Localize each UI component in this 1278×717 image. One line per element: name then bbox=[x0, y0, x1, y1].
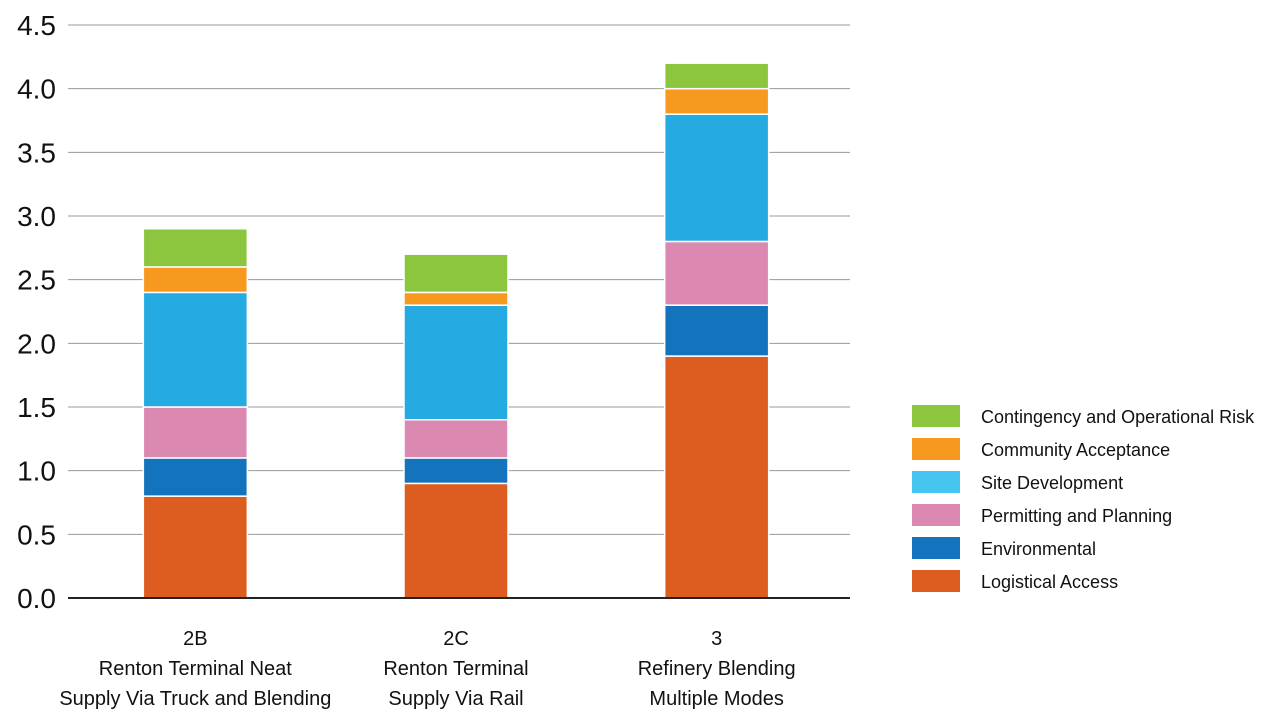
legend-swatch bbox=[912, 405, 960, 427]
bar-segment bbox=[403, 482, 509, 599]
legend-label: Site Development bbox=[981, 473, 1123, 493]
x-category-label: Supply Via Rail bbox=[388, 688, 523, 710]
bar-segment bbox=[142, 457, 249, 497]
bar-segment bbox=[142, 495, 249, 599]
bar-segment bbox=[142, 227, 249, 268]
bars bbox=[142, 62, 770, 599]
legend-swatch bbox=[912, 471, 960, 493]
bar-segment bbox=[142, 266, 249, 294]
legend-label: Community Acceptance bbox=[981, 440, 1170, 460]
bar-segment bbox=[403, 304, 509, 421]
bar-segment bbox=[142, 406, 249, 459]
x-category-label: Renton Terminal bbox=[383, 658, 528, 680]
legend-swatch bbox=[912, 504, 960, 526]
y-tick-label: 2.0 bbox=[17, 328, 56, 359]
legend-label: Permitting and Planning bbox=[981, 506, 1172, 526]
x-category-label: Refinery Blending bbox=[638, 658, 796, 680]
bar-segment bbox=[663, 113, 770, 243]
bar-segment bbox=[663, 240, 770, 306]
legend-swatch bbox=[912, 537, 960, 559]
y-tick-label: 1.5 bbox=[17, 392, 56, 423]
bar-segment bbox=[142, 291, 249, 408]
legend-swatch bbox=[912, 570, 960, 592]
bar-segment bbox=[663, 304, 770, 357]
legend-swatch bbox=[912, 438, 960, 460]
y-tick-label: 0.0 bbox=[17, 583, 56, 614]
y-tick-label: 3.5 bbox=[17, 137, 56, 168]
legend: Contingency and Operational Risk Communit… bbox=[912, 405, 1255, 592]
bar-segment bbox=[663, 355, 770, 599]
y-tick-label: 4.5 bbox=[17, 10, 56, 41]
legend-label: Environmental bbox=[981, 539, 1096, 559]
x-category-label: 2B bbox=[183, 628, 207, 650]
bar-segment bbox=[403, 418, 509, 459]
x-category-label: Multiple Modes bbox=[649, 688, 784, 710]
bar-segment bbox=[403, 457, 509, 485]
y-tick-label: 4.0 bbox=[17, 74, 56, 105]
x-category-label: Supply Via Truck and Blending bbox=[59, 688, 331, 710]
y-tick-label: 2.5 bbox=[17, 265, 56, 296]
y-tick-label: 3.0 bbox=[17, 201, 56, 232]
y-tick-label: 0.5 bbox=[17, 519, 56, 550]
y-tick-label: 1.0 bbox=[17, 456, 56, 487]
bar-segment bbox=[663, 62, 770, 90]
x-category-label: 2C bbox=[443, 628, 469, 650]
x-category-label: Renton Terminal Neat bbox=[99, 658, 293, 680]
legend-label: Logistical Access bbox=[981, 572, 1118, 592]
x-axis-category-labels: 2B Renton Terminal Neat Supply Via Truck a… bbox=[59, 628, 795, 710]
bar-segment bbox=[663, 87, 770, 115]
legend-label: Contingency and Operational Risk bbox=[981, 407, 1255, 427]
y-axis-ticks: 0.0 0.5 1.0 1.5 2.0 2.5 3.0 3.5 4.0 4.5 bbox=[17, 10, 56, 614]
x-category-label: 3 bbox=[711, 628, 722, 650]
bar-segment bbox=[403, 291, 509, 306]
bar-segment bbox=[403, 253, 509, 294]
